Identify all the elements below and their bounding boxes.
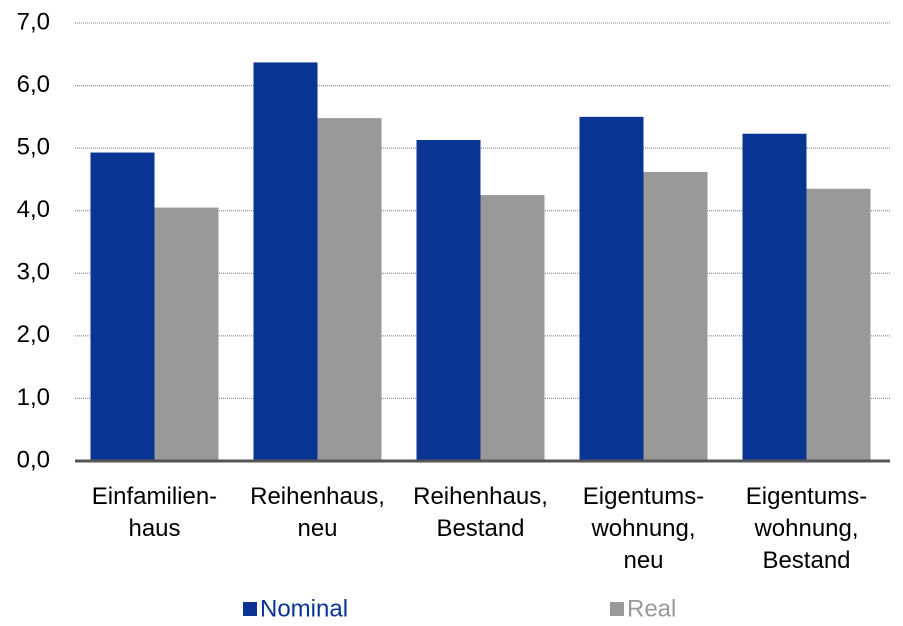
- bar: [643, 171, 708, 462]
- x-tick-label: Eigentums-wohnung, neu: [583, 483, 704, 574]
- legend-swatch: [243, 602, 257, 616]
- x-tick-label-line: Bestand: [436, 515, 524, 542]
- y-tick-label: 5,0: [17, 133, 50, 160]
- x-tick-label-line: neu: [623, 547, 663, 574]
- legend-swatch: [610, 602, 624, 616]
- x-tick-label: Reihenhaus, Bestand: [413, 483, 548, 542]
- y-tick-label: 3,0: [17, 259, 50, 286]
- y-tick-label: 6,0: [17, 71, 50, 98]
- legend-label: Real: [627, 595, 676, 622]
- bar: [154, 207, 219, 461]
- bar: [806, 188, 871, 462]
- bar: [90, 152, 155, 461]
- x-tick-label-line: Reihenhaus,: [250, 483, 385, 510]
- x-tick-label-line: Eigentums-: [583, 483, 704, 510]
- x-tick-label-line: Bestand: [762, 547, 850, 574]
- x-tick-label-line: neu: [297, 515, 337, 542]
- x-tick-label-line: Eigentums-: [746, 483, 867, 510]
- bar: [579, 116, 644, 461]
- y-tick-label: 2,0: [17, 321, 50, 348]
- x-tick-label-line: haus: [128, 515, 180, 542]
- bar: [480, 195, 545, 462]
- x-tick-label: Einfamilien-haus: [92, 483, 217, 542]
- y-tick-label: 4,0: [17, 196, 50, 223]
- x-tick-label: Reihenhaus, neu: [250, 483, 385, 542]
- y-tick-label: 0,0: [17, 446, 50, 473]
- bar: [253, 62, 318, 462]
- bar: [317, 118, 382, 461]
- x-tick-label-line: wohnung,: [590, 515, 695, 542]
- bar: [416, 140, 481, 461]
- x-tick-label-line: Reihenhaus,: [413, 483, 548, 510]
- x-tick-label: Eigentums-wohnung, Bestand: [746, 483, 867, 574]
- bar: [742, 133, 807, 461]
- x-tick-label-line: Einfamilien-: [92, 483, 217, 510]
- x-tick-label-line: wohnung,: [753, 515, 858, 542]
- y-tick-label: 7,0: [17, 8, 50, 35]
- y-tick-label: 1,0: [17, 384, 50, 411]
- legend-label: Nominal: [260, 595, 348, 622]
